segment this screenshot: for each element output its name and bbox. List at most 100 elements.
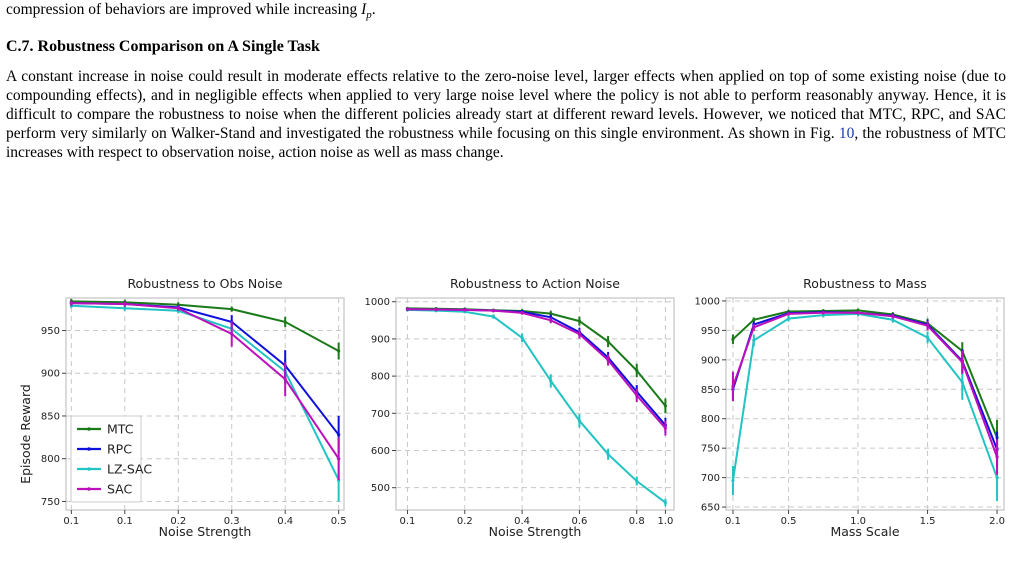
data-point (925, 335, 930, 340)
data-point (731, 337, 735, 341)
x-tick-label: 0.5 (331, 516, 347, 527)
data-point (549, 318, 553, 322)
series-rpc (731, 310, 999, 468)
data-point (463, 308, 467, 312)
chart-title: Robustness to Obs Noise (127, 276, 282, 291)
data-point (635, 479, 639, 483)
data-point (606, 358, 610, 362)
data-point (577, 332, 582, 336)
series-line (407, 308, 667, 429)
data-point (491, 309, 496, 313)
legend-label: MTC (107, 422, 134, 437)
data-point (549, 379, 553, 383)
data-point (520, 336, 524, 340)
data-point (577, 419, 582, 423)
data-point (405, 307, 410, 311)
series-line (407, 307, 667, 407)
x-axis-label: Mass Scale (830, 524, 899, 539)
series-line (71, 302, 340, 460)
series-sac (69, 300, 341, 481)
legend-marker (87, 467, 91, 471)
series-lz-sac (731, 311, 999, 502)
chart-panel-3: Robustness to Mass 650 700 750 800 850 900 950 1… (695, 276, 1005, 539)
y-tick-label: 700 (701, 473, 720, 484)
x-tick-label: 0.1 (117, 516, 133, 527)
x-tick-label: 0.4 (514, 516, 530, 527)
y-tick-label: 1000 (365, 297, 390, 308)
series-line (732, 311, 998, 458)
series-line (71, 302, 340, 436)
data-point (663, 426, 668, 430)
y-tick-label: 1000 (695, 296, 720, 307)
body-paragraph: A constant increase in noise could resul… (6, 67, 1006, 162)
x-tick-label: 0.4 (277, 516, 293, 527)
legend: MTC RPC LZ-SAC SAC (70, 415, 152, 503)
series-line (407, 308, 667, 426)
x-tick-label: 0.1 (400, 516, 416, 527)
x-tick-label: 0.2 (170, 516, 186, 527)
chart-panel-2: Robustness to Action Noise 500 600 700 800 90… (365, 276, 675, 539)
data-point (520, 311, 524, 315)
math-sub: p (366, 9, 372, 22)
y-tick-label: 800 (701, 414, 720, 425)
data-point (337, 433, 341, 437)
x-tick-label: 1.0 (657, 516, 673, 527)
data-point (821, 311, 825, 315)
data-point (606, 339, 610, 344)
data-point (635, 368, 639, 373)
series-line (71, 304, 340, 481)
data-point (752, 318, 756, 322)
chart-title: Robustness to Mass (803, 276, 927, 291)
data-point (123, 306, 127, 310)
series-rpc (405, 307, 668, 433)
y-tick-label: 850 (701, 385, 720, 396)
y-tick-label: 800 (371, 372, 390, 383)
x-axis-label: Noise Strength (159, 524, 252, 539)
legend-marker (87, 427, 91, 431)
y-tick-label: 950 (41, 326, 60, 337)
y-tick-label: 650 (701, 503, 720, 514)
legend-label: LZ-SAC (107, 462, 152, 477)
figure-reference-link[interactable]: 10 (838, 125, 855, 142)
y-tick-label: 900 (41, 369, 60, 380)
data-point (434, 307, 438, 312)
x-tick-label: 0.8 (629, 516, 645, 527)
series-line (407, 308, 667, 504)
series-line (71, 300, 340, 352)
data-point (230, 332, 234, 336)
y-tick-label: 750 (41, 497, 60, 508)
period: . (371, 1, 376, 18)
robustness-figure: Robustness to Obs Noise 750 800 850 900 950 0.… (18, 276, 1005, 539)
data-point (731, 384, 735, 388)
legend-label: RPC (107, 442, 132, 457)
previous-paragraph-ending: compression of behaviors are improved wh… (6, 0, 376, 25)
data-point (577, 319, 582, 323)
data-point (337, 349, 341, 353)
chart-title: Robustness to Action Noise (450, 276, 620, 291)
y-tick-label: 800 (41, 454, 60, 465)
data-point (960, 360, 964, 364)
data-point (731, 478, 735, 483)
series-line (732, 311, 998, 450)
legend-marker (87, 487, 91, 491)
data-point (856, 311, 860, 315)
legend-marker (87, 447, 91, 451)
plot-frame (725, 297, 1005, 511)
data-point (891, 318, 895, 322)
data-point (786, 317, 791, 321)
series-line (732, 312, 998, 481)
x-tick-label: 0.2 (457, 516, 473, 527)
data-point (606, 452, 610, 456)
data-point (176, 306, 180, 310)
data-point (283, 320, 287, 324)
legend-box (70, 415, 142, 503)
data-point (891, 314, 895, 318)
x-tick-label: 0.6 (571, 516, 587, 527)
x-tick-label: 0.1 (725, 516, 741, 527)
plot-frame (395, 297, 675, 511)
section-heading: C.7. Robustness Comparison on A Single T… (6, 38, 320, 55)
x-tick-label: 0.3 (224, 516, 240, 527)
data-point (995, 455, 999, 459)
chart-panel-1: Robustness to Obs Noise 750 800 850 900 950 0.… (18, 276, 347, 539)
y-axis-label: Episode Reward (18, 384, 33, 484)
